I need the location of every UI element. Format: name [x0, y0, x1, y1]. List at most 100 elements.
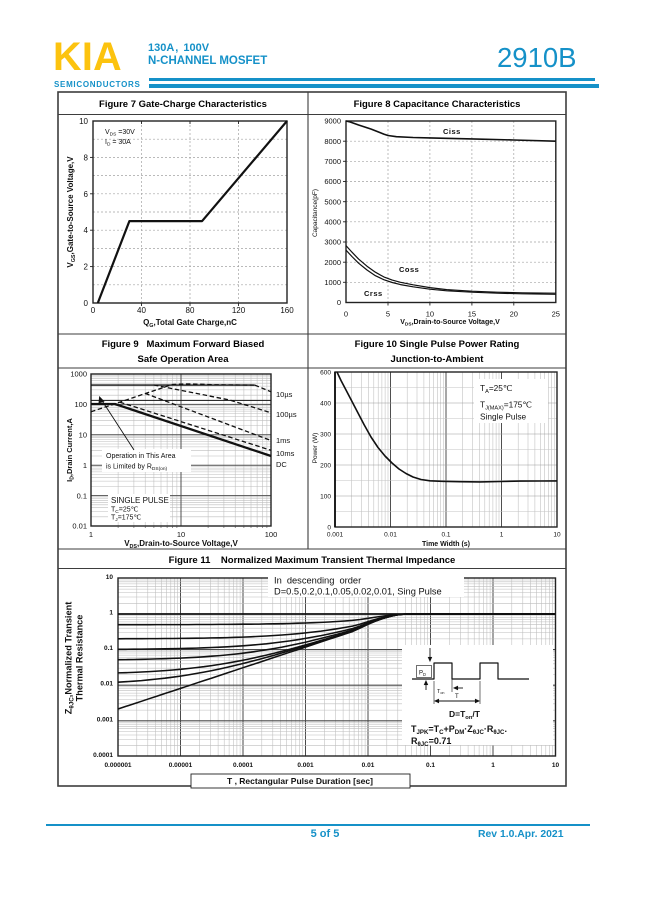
- svg-text:10: 10: [552, 762, 560, 769]
- svg-text:is Limited by RDS(on): is Limited by RDS(on): [106, 464, 168, 473]
- svg-text:Time Width (s): Time Width (s): [422, 541, 470, 548]
- svg-text:TC=25℃: TC=25℃: [111, 507, 139, 516]
- svg-text:Figure 10 Single Pulse Power R: Figure 10 Single Pulse Power Rating: [355, 339, 520, 350]
- svg-text:10: 10: [177, 530, 185, 539]
- svg-text:0: 0: [91, 306, 96, 315]
- svg-text:D=0.5,0.2,0.1,0.05,0.02,0.01,: D=0.5,0.2,0.1,0.05,0.02,0.01, Sing Pulse: [274, 587, 442, 597]
- svg-text:0.01: 0.01: [100, 681, 113, 688]
- svg-text:SINGLE PULSE: SINGLE PULSE: [111, 496, 169, 505]
- svg-text:300: 300: [320, 432, 331, 439]
- svg-text:D=Ton/T: D=Ton/T: [449, 709, 481, 721]
- svg-text:8000: 8000: [324, 137, 341, 146]
- svg-text:TJ(MAX)=175℃: TJ(MAX)=175℃: [480, 400, 532, 412]
- svg-text:TA=25℃: TA=25℃: [480, 383, 512, 395]
- svg-text:6000: 6000: [324, 177, 341, 186]
- svg-text:RθJC=0.71: RθJC=0.71: [411, 736, 451, 748]
- svg-text:VDS,Drain-to-Source Voltage,V: VDS,Drain-to-Source Voltage,V: [124, 539, 238, 550]
- svg-text:0.0001: 0.0001: [93, 752, 113, 759]
- svg-text:Ton: Ton: [437, 689, 444, 695]
- svg-text:1: 1: [500, 532, 504, 539]
- svg-text:100µs: 100µs: [276, 410, 297, 419]
- svg-text:8: 8: [84, 153, 89, 162]
- svg-text:2000: 2000: [324, 258, 341, 267]
- svg-text:0.000001: 0.000001: [104, 762, 131, 769]
- svg-text:0: 0: [84, 299, 89, 308]
- svg-text:0.1: 0.1: [426, 762, 435, 769]
- svg-text:9000: 9000: [324, 117, 341, 126]
- svg-text:TJPK=TC+PDM·ZθJC·RθJC.: TJPK=TC+PDM·ZθJC·RθJC.: [411, 724, 507, 736]
- svg-text:Operation in This Area: Operation in This Area: [106, 453, 176, 460]
- svg-text:1000: 1000: [324, 278, 341, 287]
- svg-text:ZθJC,Normalized Transient: ZθJC,Normalized Transient: [64, 602, 76, 715]
- svg-text:10: 10: [79, 117, 88, 126]
- svg-text:1: 1: [83, 461, 87, 470]
- svg-text:Power (W): Power (W): [312, 433, 319, 464]
- svg-text:ID = 30A: ID = 30A: [105, 139, 131, 148]
- svg-text:T: T: [455, 694, 459, 700]
- svg-text:120: 120: [232, 306, 246, 315]
- svg-text:600: 600: [320, 370, 331, 377]
- svg-text:Figure 7 Gate-Charge Character: Figure 7 Gate-Charge Characteristics: [99, 99, 267, 110]
- svg-text:1: 1: [491, 762, 495, 769]
- svg-text:0.001: 0.001: [297, 762, 314, 769]
- svg-text:40: 40: [137, 306, 146, 315]
- svg-text:7000: 7000: [324, 157, 341, 166]
- svg-text:Ciss: Ciss: [443, 127, 461, 136]
- svg-text:20: 20: [510, 310, 518, 319]
- svg-text:6: 6: [84, 190, 89, 199]
- svg-text:400: 400: [320, 401, 331, 408]
- svg-text:0.001: 0.001: [97, 716, 114, 723]
- svg-text:Safe Operation Area: Safe Operation Area: [138, 354, 230, 365]
- svg-text:5: 5: [386, 310, 390, 319]
- svg-text:VDS,Drain-to-Source Voltage,V: VDS,Drain-to-Source Voltage,V: [400, 319, 500, 328]
- svg-text:0.00001: 0.00001: [169, 762, 193, 769]
- svg-text:10: 10: [79, 431, 87, 440]
- svg-text:Thermal Resistance: Thermal Resistance: [75, 615, 85, 702]
- svg-text:100: 100: [265, 530, 278, 539]
- svg-text:Figure 11 Normalized Maximu: Figure 11 Normalized Maximum Transient T…: [169, 555, 456, 566]
- svg-text:0.001: 0.001: [327, 532, 344, 539]
- svg-text:Coss: Coss: [399, 265, 419, 274]
- svg-text:Single Pulse: Single Pulse: [480, 412, 527, 422]
- svg-text:160: 160: [280, 306, 294, 315]
- svg-text:T , Rectangular Pulse Duration: T , Rectangular Pulse Duration [sec]: [227, 776, 373, 786]
- svg-text:4000: 4000: [324, 218, 341, 227]
- svg-text:100: 100: [320, 494, 331, 501]
- svg-text:Crss: Crss: [364, 289, 383, 298]
- svg-text:TJ=175℃: TJ=175℃: [111, 515, 141, 524]
- svg-text:10µs: 10µs: [276, 390, 293, 399]
- svg-text:Figure 8 Capacitance Character: Figure 8 Capacitance Characteristics: [354, 99, 521, 110]
- svg-text:4: 4: [84, 226, 89, 235]
- svg-text:200: 200: [320, 463, 331, 470]
- svg-text:VGS,Gate-to-Source Voltage,V: VGS,Gate-to-Source Voltage,V: [66, 156, 77, 268]
- svg-text:Figure 9 Maximum Forward Bia: Figure 9 Maximum Forward Biased: [102, 339, 265, 350]
- svg-text:100: 100: [74, 400, 87, 409]
- svg-text:In descending order: In descending order: [274, 576, 361, 586]
- svg-text:0.1: 0.1: [77, 491, 87, 500]
- svg-text:0.1: 0.1: [104, 645, 113, 652]
- svg-text:0.0001: 0.0001: [233, 762, 253, 769]
- svg-text:80: 80: [186, 306, 195, 315]
- svg-text:QG,Total Gate Charge,nC: QG,Total Gate Charge,nC: [143, 318, 237, 329]
- svg-text:0: 0: [337, 298, 341, 307]
- svg-text:ID,Drain Current,A: ID,Drain Current,A: [65, 418, 76, 482]
- svg-text:15: 15: [468, 310, 476, 319]
- svg-text:1000: 1000: [70, 370, 87, 379]
- svg-text:5000: 5000: [324, 197, 341, 206]
- svg-text:1: 1: [109, 610, 113, 617]
- svg-text:Capacitance(pF): Capacitance(pF): [312, 189, 319, 237]
- svg-text:0.01: 0.01: [72, 522, 87, 531]
- svg-text:10ms: 10ms: [276, 449, 295, 458]
- svg-text:0: 0: [344, 310, 348, 319]
- svg-text:DC: DC: [276, 460, 287, 469]
- svg-text:3000: 3000: [324, 238, 341, 247]
- svg-text:Junction-to-Ambient: Junction-to-Ambient: [391, 354, 485, 365]
- svg-text:VDS =30V: VDS =30V: [105, 129, 135, 138]
- svg-text:10: 10: [426, 310, 434, 319]
- svg-text:2: 2: [84, 263, 89, 272]
- svg-text:0.1: 0.1: [441, 532, 450, 539]
- svg-text:10: 10: [553, 532, 561, 539]
- svg-text:PD: PD: [419, 671, 426, 677]
- svg-text:0.01: 0.01: [362, 762, 375, 769]
- svg-text:25: 25: [552, 310, 560, 319]
